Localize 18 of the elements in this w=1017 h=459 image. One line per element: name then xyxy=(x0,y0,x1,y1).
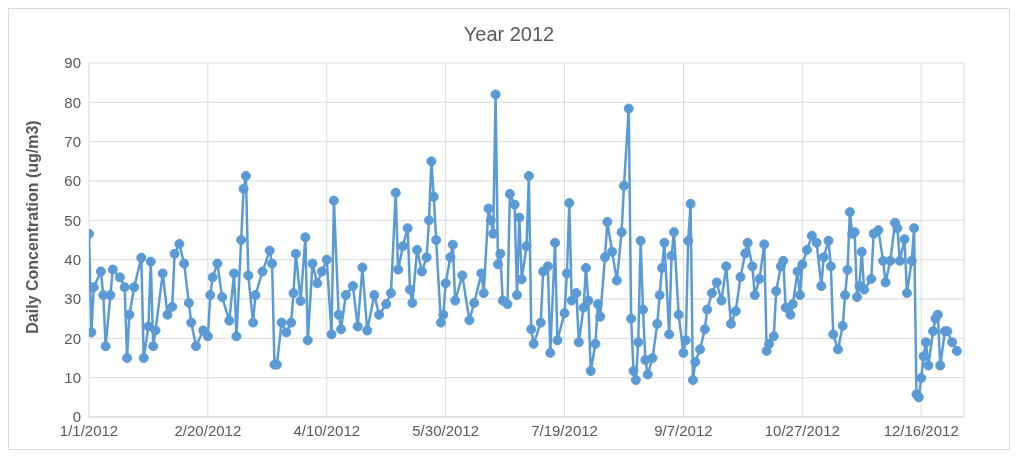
x-tick-label: 9/7/2012 xyxy=(654,421,713,439)
x-tick-label: 4/10/2012 xyxy=(293,421,361,439)
x-tick-label: 5/30/2012 xyxy=(412,421,480,439)
x-tick-label: 2/20/2012 xyxy=(174,421,242,439)
y-tick-label: 10 xyxy=(64,368,81,386)
y-axis-title: Daily Concentration (ug/m3) xyxy=(24,120,42,334)
chart-title: Year 2012 xyxy=(463,23,555,45)
y-tick-label: 50 xyxy=(64,211,81,229)
y-tick-label: 70 xyxy=(64,132,81,150)
y-tick-label: 20 xyxy=(64,329,81,347)
y-tick-label: 80 xyxy=(64,93,81,111)
y-tick-label: 90 xyxy=(64,54,81,72)
y-tick-label: 60 xyxy=(64,172,81,190)
x-tick-label: 12/16/2012 xyxy=(883,421,959,439)
y-tick-label: 40 xyxy=(64,250,81,268)
y-tick-label: 30 xyxy=(64,290,81,308)
x-tick-label: 7/19/2012 xyxy=(531,421,598,439)
x-tick-label: 10/27/2012 xyxy=(764,421,840,439)
